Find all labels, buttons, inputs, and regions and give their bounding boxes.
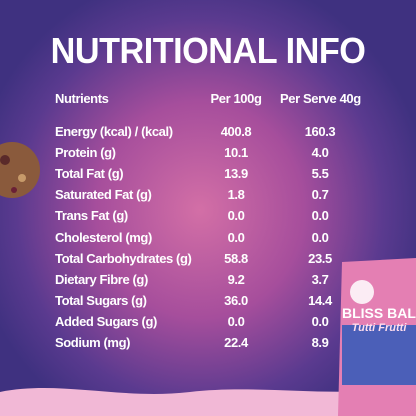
ball-speck xyxy=(11,187,17,193)
package-band xyxy=(342,325,416,385)
per-serve-value: 0.0 xyxy=(311,208,329,224)
nutrient-name: Added Sugars (g) xyxy=(55,313,157,329)
per-serve-value: 0.0 xyxy=(311,313,329,329)
nutrient-name: Energy (kcal) / (kcal) xyxy=(55,124,173,139)
package-title: BLISS BALLS xyxy=(342,305,416,321)
wave xyxy=(0,388,416,416)
nutrient-name: Total Fat (g) xyxy=(55,166,124,182)
per-100g-value: 13.9 xyxy=(224,166,248,182)
per-serve-value: 14.4 xyxy=(308,292,332,308)
ball-speck xyxy=(18,174,26,182)
per-100g-value: 9.2 xyxy=(227,271,245,287)
per-100g-value: 0.0 xyxy=(227,229,245,245)
per-serve-value: 160.3 xyxy=(304,124,336,139)
per-serve-value: 8.9 xyxy=(311,335,329,350)
per-serve-value: 0.0 xyxy=(311,229,329,245)
header-nutrients: Nutrients xyxy=(55,91,109,106)
nutrient-name: Sodium (mg) xyxy=(55,335,131,350)
header-per-100g: Per 100g xyxy=(210,91,262,106)
header-per-serve: Per Serve 40g xyxy=(280,91,361,106)
package-logo xyxy=(350,280,374,304)
ball-speck xyxy=(0,155,10,165)
nutrient-name: Saturated Fat (g) xyxy=(55,187,152,203)
per-serve-value: 0.7 xyxy=(311,187,329,203)
per-100g-value: 0.0 xyxy=(227,313,245,329)
nutrient-name: Dietary Fibre (g) xyxy=(55,271,148,287)
per-100g-value: 22.4 xyxy=(224,335,248,350)
per-serve-value: 3.7 xyxy=(311,271,329,287)
bliss-ball xyxy=(0,142,40,198)
nutrient-name: Total Carbohydrates (g) xyxy=(55,250,192,266)
per-serve-value: 4.0 xyxy=(311,145,329,161)
nutrient-name: Protein (g) xyxy=(55,145,116,161)
per-serve-value: 23.5 xyxy=(308,250,332,266)
title: NUTRITIONAL INFO xyxy=(50,30,366,71)
package-flavour: Tutti Frutti xyxy=(351,322,407,334)
per-100g-value: 10.1 xyxy=(224,145,248,161)
per-100g-value: 1.8 xyxy=(227,187,245,203)
per-100g-value: 0.0 xyxy=(227,208,245,224)
per-100g-value: 58.8 xyxy=(224,250,248,266)
per-100g-value: 36.0 xyxy=(224,292,248,308)
nutrient-name: Trans Fat (g) xyxy=(55,208,128,224)
nutrient-name: Total Sugars (g) xyxy=(55,292,147,308)
nutrient-name: Cholesterol (mg) xyxy=(55,229,152,245)
per-100g-value: 400.8 xyxy=(220,124,252,139)
per-serve-value: 5.5 xyxy=(311,166,329,182)
